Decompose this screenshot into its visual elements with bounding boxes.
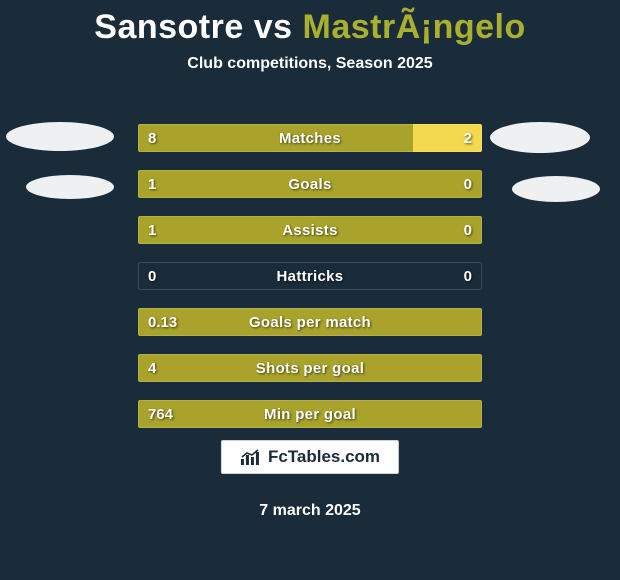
stat-label: Shots per goal [138,354,482,382]
team-badge-placeholder [490,122,590,153]
stat-label: Goals [138,170,482,198]
stat-label: Assists [138,216,482,244]
stat-row: 82Matches [138,124,482,152]
stat-row: 10Goals [138,170,482,198]
page-title: Sansotre vs MastrÃ¡ngelo [0,0,620,47]
team-badge-placeholder [26,175,114,199]
team-badge-placeholder [512,176,600,202]
stat-label: Matches [138,124,482,152]
stat-label: Goals per match [138,308,482,336]
player2-name: MastrÃ¡ngelo [303,8,526,46]
branding-badge: FcTables.com [221,440,399,474]
chart-icon [240,448,262,466]
stat-label: Hattricks [138,262,482,290]
stat-row: 10Assists [138,216,482,244]
vs-label: vs [254,8,293,46]
date-label: 7 march 2025 [0,502,620,520]
stat-row: 4Shots per goal [138,354,482,382]
player1-name: Sansotre [94,8,244,46]
stat-row: 764Min per goal [138,400,482,428]
team-badge-placeholder [6,122,114,151]
subtitle: Club competitions, Season 2025 [0,55,620,73]
stat-row: 00Hattricks [138,262,482,290]
stat-row: 0.13Goals per match [138,308,482,336]
stats-chart: 82Matches 10Goals 10Assists 00Hattricks 0.13… [138,124,482,446]
stat-label: Min per goal [138,400,482,428]
branding-text: FcTables.com [268,447,380,467]
